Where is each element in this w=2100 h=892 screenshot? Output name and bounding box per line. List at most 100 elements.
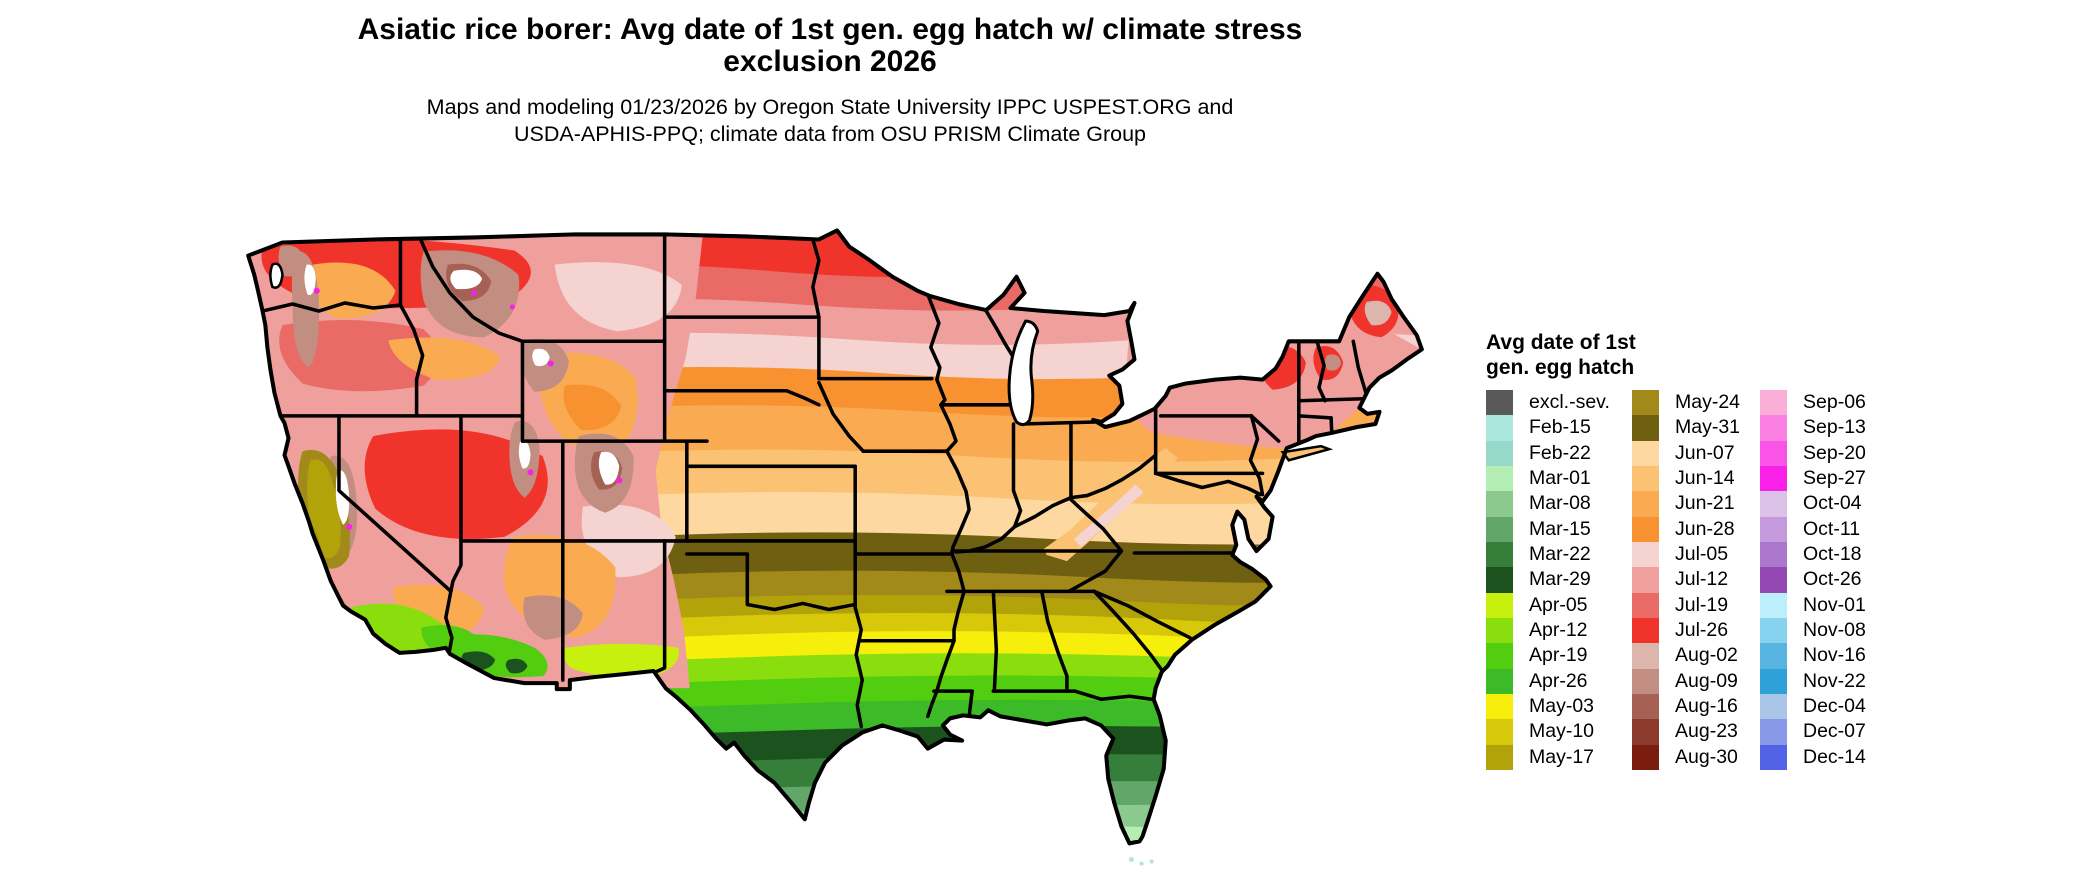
legend-entry: Mar-01 [1486, 465, 1632, 492]
legend-label: Mar-15 [1529, 517, 1591, 540]
legend-entry: Apr-19 [1486, 643, 1632, 669]
legend-column: excl.-sev. Feb-15 Feb-22 Mar-01 Mar-08 Mar-15… [1486, 390, 1632, 770]
legend-label: Apr-26 [1529, 669, 1588, 692]
title-block: Asiatic rice borer: Avg date of 1st gen.… [280, 14, 1380, 148]
legend-label: Dec-14 [1803, 745, 1866, 768]
legend-label: Sep-13 [1803, 416, 1866, 439]
legend-label: Dec-04 [1803, 694, 1866, 717]
legend-swatch [1486, 541, 1513, 568]
legend-swatch [1632, 693, 1659, 720]
legend-entry: Nov-01 [1760, 592, 1866, 618]
legend-swatch [1632, 719, 1659, 745]
legend-label: May-10 [1529, 720, 1595, 743]
florida-keys [1128, 857, 1154, 866]
legend-entry: May-10 [1486, 719, 1632, 745]
legend-entry: Aug-16 [1632, 693, 1760, 720]
puget-sound [269, 262, 284, 289]
legend-entry: Aug-23 [1632, 719, 1760, 745]
legend-label: Aug-30 [1675, 745, 1738, 768]
legend-swatch [1486, 643, 1513, 669]
legend-label: Nov-22 [1803, 669, 1866, 692]
page-title: Asiatic rice borer: Avg date of 1st gen.… [357, 13, 1303, 78]
map-state-borders [260, 232, 1370, 729]
legend-label: Jul-19 [1675, 593, 1729, 616]
legend-entry: May-31 [1632, 415, 1760, 441]
map-west-region [248, 230, 704, 689]
legend-label: Nov-16 [1803, 644, 1866, 667]
lake-michigan [1007, 319, 1040, 427]
legend-entry: Aug-02 [1632, 643, 1760, 669]
legend-label: Apr-05 [1529, 593, 1588, 616]
legend: Avg date of 1st gen. egg hatch excl.-sev… [1486, 330, 1866, 770]
legend-swatch [1486, 617, 1513, 644]
legend-entry: Jul-12 [1632, 567, 1760, 593]
legend-label: Oct-04 [1803, 492, 1862, 515]
legend-swatch [1760, 567, 1787, 593]
legend-entry: Nov-08 [1760, 617, 1866, 644]
legend-entry: Oct-26 [1760, 567, 1866, 593]
legend-entry: Oct-04 [1760, 491, 1866, 517]
legend-swatch [1760, 440, 1787, 466]
legend-label: Mar-01 [1529, 466, 1591, 489]
legend-entry: Sep-06 [1760, 390, 1866, 416]
legend-label: Mar-29 [1529, 568, 1591, 591]
legend-label: excl.-sev. [1529, 391, 1610, 413]
legend-entry: May-24 [1632, 390, 1760, 416]
legend-label: Oct-11 [1803, 517, 1861, 540]
legend-entry: Sep-27 [1760, 465, 1866, 492]
legend-swatch [1760, 693, 1787, 720]
us-map [222, 206, 1442, 892]
legend-label: Dec-07 [1803, 720, 1866, 743]
legend-entry: Jun-21 [1632, 491, 1760, 517]
legend-swatch [1632, 516, 1659, 542]
legend-label: Jun-28 [1675, 517, 1735, 540]
legend-entry: Dec-14 [1760, 744, 1866, 770]
legend-label: Aug-09 [1675, 669, 1738, 692]
legend-label: Aug-02 [1675, 644, 1738, 667]
legend-entry: Jun-14 [1632, 465, 1760, 492]
legend-swatch [1760, 390, 1787, 416]
legend-title: Avg date of 1st gen. egg hatch [1486, 331, 1636, 379]
legend-entry: Mar-29 [1486, 567, 1632, 593]
legend-entry: Apr-26 [1486, 668, 1632, 694]
legend-entry: excl.-sev. [1486, 390, 1632, 416]
legend-label: Jul-05 [1675, 542, 1729, 565]
legend-entry: Jul-05 [1632, 541, 1760, 568]
legend-swatch [1760, 668, 1787, 694]
legend-entry: Sep-13 [1760, 415, 1866, 441]
legend-swatch [1486, 567, 1513, 593]
legend-entry: Mar-15 [1486, 516, 1632, 542]
legend-entry: Jun-28 [1632, 516, 1760, 542]
legend-swatch [1760, 617, 1787, 644]
legend-entry: Mar-22 [1486, 541, 1632, 568]
legend-swatch [1632, 567, 1659, 593]
legend-swatch [1760, 541, 1787, 568]
legend-label: May-03 [1529, 694, 1595, 717]
legend-entry: Sep-20 [1760, 440, 1866, 466]
long-island [1280, 444, 1334, 462]
legend-label: Sep-27 [1803, 466, 1866, 489]
legend-label: May-17 [1529, 745, 1595, 768]
legend-swatch [1760, 643, 1787, 669]
legend-label: Mar-08 [1529, 492, 1591, 515]
legend-swatch [1486, 415, 1513, 441]
legend-column: May-24 May-31 Jun-07 Jun-14 Jun-21 Jun-28 Jul-… [1632, 390, 1760, 770]
legend-label: Nov-08 [1803, 618, 1866, 641]
legend-swatch [1760, 465, 1787, 492]
legend-swatch [1632, 390, 1659, 416]
legend-entry: May-17 [1486, 744, 1632, 770]
legend-entry: Mar-08 [1486, 491, 1632, 517]
legend-label: Jun-21 [1675, 492, 1735, 515]
legend-entry: Nov-22 [1760, 668, 1866, 694]
legend-entry: Aug-30 [1632, 744, 1760, 770]
legend-swatch [1760, 415, 1787, 441]
legend-swatch [1486, 592, 1513, 618]
legend-swatch [1760, 744, 1787, 770]
legend-label: Aug-23 [1675, 720, 1738, 743]
legend-entry: Dec-07 [1760, 719, 1866, 745]
legend-swatch [1486, 465, 1513, 492]
legend-entry: Jul-19 [1632, 592, 1760, 618]
legend-swatch [1486, 719, 1513, 745]
legend-swatch [1486, 390, 1513, 416]
legend-label: May-24 [1675, 391, 1741, 413]
